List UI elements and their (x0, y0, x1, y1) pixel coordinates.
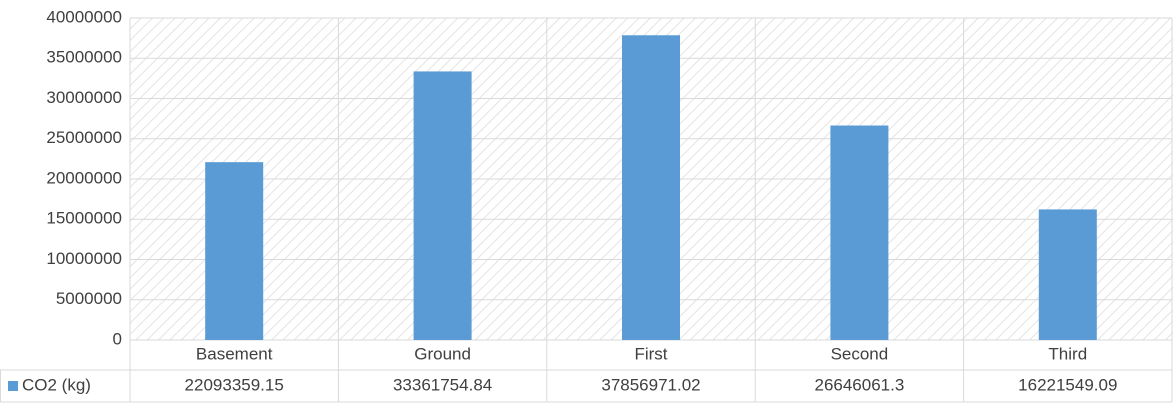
y-tick-label: 30000000 (46, 88, 122, 107)
y-tick-label: 0 (113, 329, 122, 348)
table-value: 22093359.15 (185, 375, 284, 394)
x-tick-label: Basement (196, 344, 273, 363)
y-tick-label: 35000000 (46, 48, 122, 67)
x-tick-label: Third (1048, 344, 1087, 363)
y-tick-label: 20000000 (46, 168, 122, 187)
bar (1038, 209, 1097, 340)
bar (205, 162, 264, 340)
y-tick-label: 10000000 (46, 249, 122, 268)
bar (830, 125, 889, 340)
legend-label: CO2 (kg) (22, 375, 91, 394)
y-tick-label: 40000000 (46, 7, 122, 26)
bar (413, 71, 472, 341)
y-tick-label: 15000000 (46, 209, 122, 228)
table-value: 16221549.09 (1018, 375, 1117, 394)
table-value: 37856971.02 (601, 375, 700, 394)
legend-key (8, 381, 18, 391)
y-tick-label: 5000000 (56, 289, 122, 308)
x-tick-label: Ground (414, 344, 471, 363)
bar (622, 35, 680, 341)
x-tick-label: First (634, 344, 667, 363)
table-value: 33361754.84 (393, 375, 492, 394)
table-value: 26646061.3 (814, 375, 904, 394)
y-tick-label: 25000000 (46, 128, 122, 147)
x-tick-label: Second (831, 344, 889, 363)
